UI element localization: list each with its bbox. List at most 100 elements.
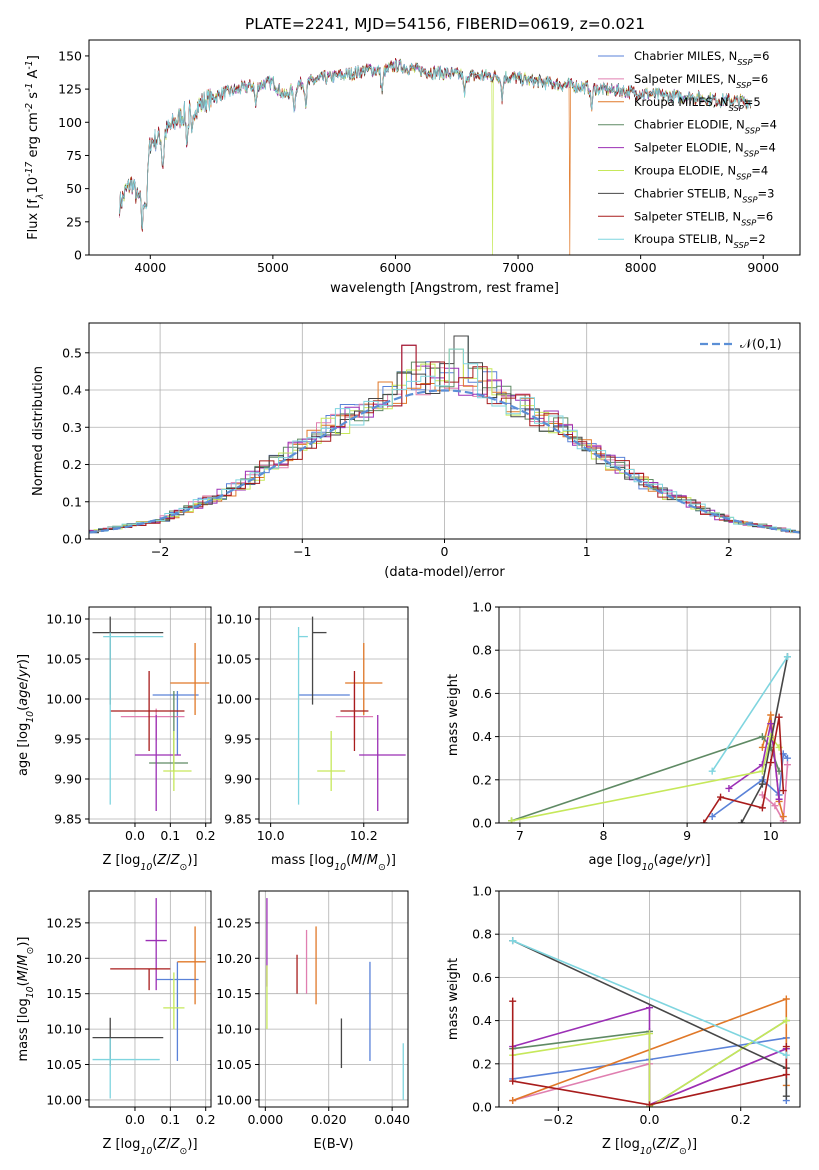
label-part: =2: [749, 232, 766, 246]
label-part: SSP: [729, 103, 744, 113]
label-part: /: [683, 853, 688, 868]
figure-title: PLATE=2241, MJD=54156, FIBERID=0619, z=0…: [245, 15, 645, 33]
weight-marker-7: [758, 804, 766, 812]
y-tick-label: 0.4: [472, 729, 492, 744]
x-tick-label: −2: [151, 544, 169, 559]
label-part: =4: [751, 164, 768, 178]
label-part: Z: [170, 853, 181, 868]
x-tick-label: 8000: [625, 260, 657, 275]
x-axis-label: Z [log10(Z/Z⊙)]: [602, 1137, 697, 1157]
axes-frame: [258, 890, 409, 1108]
axes-frame: [498, 890, 801, 1108]
x-axis-label: mass [log10(M/M⊙)]: [271, 853, 396, 873]
weight-line-8: [512, 939, 787, 1056]
x-axis-label: (data-model)/error: [384, 565, 505, 580]
y-tick-label: 10.05: [216, 1057, 252, 1072]
weight-marker-8: [708, 767, 716, 775]
x-tick-label: −0.2: [543, 1112, 573, 1127]
label-part: (: [752, 336, 757, 351]
y-axis-label: mass [log10(M/M⊙)]: [16, 937, 36, 1062]
label-part: )]: [700, 853, 710, 868]
label-part: Z: [170, 1137, 181, 1152]
label-part: A: [26, 70, 41, 83]
label-part: /: [166, 853, 171, 868]
weight-line-5: [512, 1019, 787, 1107]
axes-frame: [88, 322, 801, 540]
label-part: r: [16, 662, 31, 669]
y-axis-label: mass weight: [446, 674, 461, 756]
legend-label: 𝒩(0,1): [740, 336, 782, 351]
y-axis-label: age [log10(age/yr)]: [16, 654, 36, 776]
x-tick-label: 0.2: [731, 1112, 751, 1127]
x-tick-label: 1: [583, 544, 591, 559]
label-part: M: [367, 853, 378, 868]
label-part: =6: [751, 72, 768, 86]
weight-line-4: [728, 723, 780, 800]
label-part: 10: [334, 862, 346, 873]
label-part: ⊙: [378, 862, 386, 873]
y-tick-label: 10.25: [46, 915, 82, 930]
y-tick-label: 10.15: [46, 986, 82, 1001]
y-tick-label: 9.95: [54, 732, 82, 747]
y-tick-label: 1.0: [472, 884, 492, 899]
plot-area: [119, 58, 752, 255]
legend-label: Salpeter STELIB, NSSP=6: [634, 209, 773, 227]
label-part: (: [152, 853, 157, 868]
weight-line-1: [761, 764, 789, 823]
label-part: SSP: [744, 149, 759, 159]
plot-area: [92, 616, 210, 811]
y-tick-label: 0.4: [62, 383, 82, 398]
x-tick-label: 10.2: [350, 828, 378, 843]
plot-area: [509, 937, 790, 1107]
label-part: Z [log: [102, 853, 140, 868]
label-part: Salpeter MILES, N: [634, 72, 736, 86]
label-part: Z: [156, 853, 167, 868]
y-tick-label: 0.6: [472, 686, 492, 701]
x-tick-label: 0.1: [160, 1112, 180, 1127]
x-tick-label: 2: [725, 544, 733, 559]
label-part: ⊙: [180, 862, 188, 873]
weight-marker-8: [509, 937, 517, 945]
weight-marker-5: [646, 1030, 653, 1038]
label-part: SSP: [737, 57, 752, 67]
y-tick-label: 10.10: [46, 1022, 82, 1037]
x-tick-label: 0.2: [196, 1112, 216, 1127]
label-part: (data-model)/error: [384, 565, 505, 580]
label-part: =4: [759, 141, 776, 155]
panel-mass_vs_ebv: 0.000 0.020 0.040 10.00 10.05 10.10 10.15 10.20…: [216, 890, 410, 1152]
y-tick-label: 10.00: [46, 1092, 82, 1107]
label-part: wavelength [Angstrom, rest frame]: [330, 281, 559, 296]
label-part: Chabrier ELODIE, N: [634, 118, 745, 132]
label-part: /: [666, 1137, 671, 1152]
label-part: )]: [16, 937, 31, 947]
normal-reference-curve: [89, 389, 800, 534]
x-tick-label: 0.1: [160, 828, 180, 843]
label-part: /: [16, 677, 31, 682]
weight-marker-1: [783, 761, 791, 769]
label-part: -1: [24, 60, 35, 69]
weight-marker-5: [508, 817, 516, 823]
panel-residuals: −2 −1 0 1 20.00.10.20.30.40.5(data-model)/er…: [31, 322, 801, 580]
axes-frame: [88, 890, 212, 1108]
plot-area: [89, 335, 800, 534]
label-part: Z: [156, 1137, 167, 1152]
label-part: Normed distribution: [31, 366, 46, 496]
x-tick-label: 0.020: [311, 1112, 347, 1127]
y-axis-label: Flux [fλ10-17 erg cm-2 s-1 A-1]: [24, 55, 46, 240]
label-part: (: [16, 706, 31, 711]
plot-area: [266, 898, 404, 1100]
y-tick-label: 0.1: [62, 494, 82, 509]
weight-marker-6: [758, 780, 766, 788]
label-part: Z: [656, 1137, 667, 1152]
label-part: mass [log: [271, 853, 334, 868]
weight-marker-7: [700, 819, 708, 823]
y-tick-label: 10.00: [216, 1092, 252, 1107]
axes-frame: [498, 606, 801, 824]
axes-frame: [88, 606, 212, 824]
weight-marker-7: [775, 713, 783, 721]
label-part: M: [351, 853, 362, 868]
y-tick-label: 10.15: [216, 986, 252, 1001]
x-tick-label: 0.0: [125, 1112, 145, 1127]
weight-marker-8: [782, 1051, 790, 1059]
legend-label: Salpeter ELODIE, NSSP=4: [634, 141, 776, 159]
